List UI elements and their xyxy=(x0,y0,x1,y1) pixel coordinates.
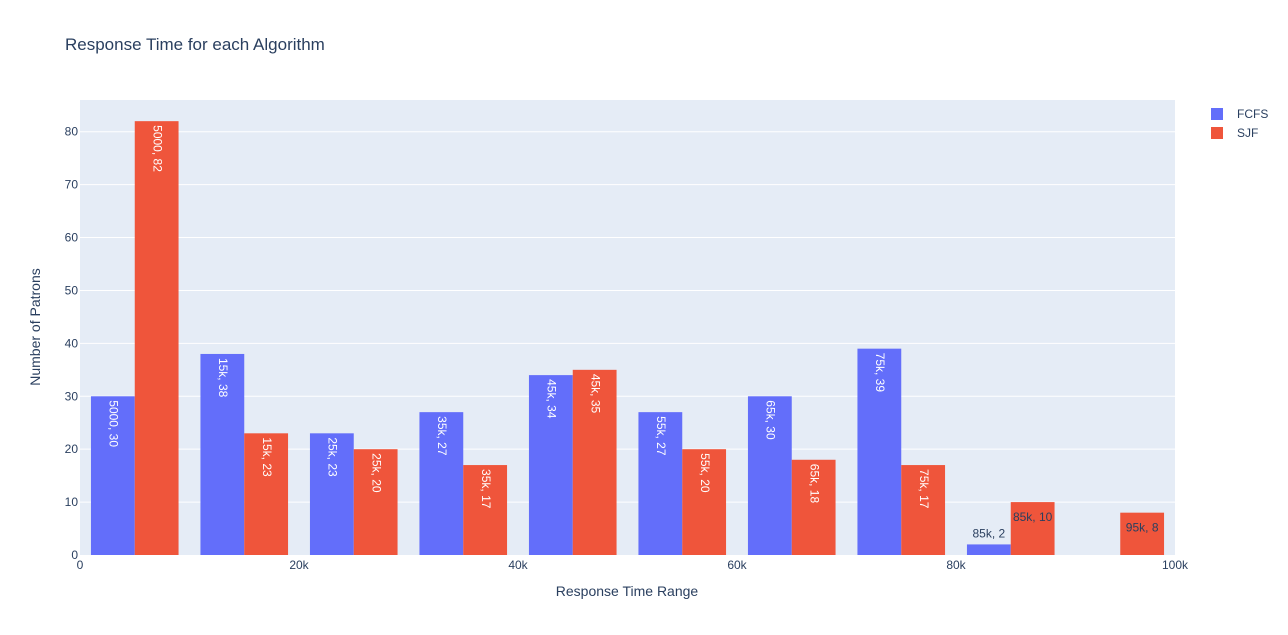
x-axis-title: Response Time Range xyxy=(556,583,699,599)
bar-data-label: 15k, 38 xyxy=(216,358,230,398)
y-tick-label: 40 xyxy=(65,336,79,350)
bar-sjf[interactable] xyxy=(353,449,398,555)
bar-sjf[interactable] xyxy=(463,465,508,555)
bar-data-label: 25k, 23 xyxy=(326,437,340,477)
legend[interactable]: FCFS SJF xyxy=(1211,107,1268,140)
chart-title: Response Time for each Algorithm xyxy=(65,35,325,54)
x-tick-label: 80k xyxy=(946,558,966,572)
bar-data-label: 5000, 82 xyxy=(150,125,164,172)
legend-label-sjf[interactable]: SJF xyxy=(1237,126,1258,140)
bar-sjf[interactable] xyxy=(572,369,617,555)
y-tick-label: 60 xyxy=(65,231,79,245)
bar-fcfs[interactable] xyxy=(419,412,464,555)
bar-data-label: 75k, 17 xyxy=(917,469,931,509)
bar-data-label: 55k, 20 xyxy=(698,453,712,493)
bar-data-label: 85k, 10 xyxy=(1013,510,1053,524)
x-tick-label: 20k xyxy=(289,558,309,572)
legend-label-fcfs[interactable]: FCFS xyxy=(1237,107,1268,121)
bar-fcfs[interactable] xyxy=(309,433,354,555)
y-tick-label: 20 xyxy=(65,442,79,456)
bar-sjf[interactable] xyxy=(791,459,836,555)
bar-data-label: 65k, 18 xyxy=(807,464,821,504)
x-tick-label: 100k xyxy=(1162,558,1189,572)
y-tick-label: 30 xyxy=(65,389,79,403)
legend-swatch-fcfs[interactable] xyxy=(1211,108,1223,120)
bar-data-label: 45k, 35 xyxy=(588,374,602,414)
bar-sjf[interactable] xyxy=(134,121,179,556)
bar-sjf[interactable] xyxy=(1120,512,1165,555)
bar-fcfs[interactable] xyxy=(90,396,135,555)
bar-fcfs[interactable] xyxy=(200,353,245,555)
bar-data-label: 65k, 30 xyxy=(764,400,778,440)
bar-sjf[interactable] xyxy=(244,433,289,555)
bar-sjf[interactable] xyxy=(1010,502,1055,555)
x-tick-label: 40k xyxy=(508,558,528,572)
bar-fcfs[interactable] xyxy=(638,412,683,555)
y-tick-label: 70 xyxy=(65,178,79,192)
bar-data-label: 55k, 27 xyxy=(654,416,668,456)
y-axis-ticks: 0 10 20 30 40 50 60 70 80 xyxy=(65,125,79,562)
bar-data-label: 85k, 2 xyxy=(972,526,1005,540)
y-tick-label: 50 xyxy=(65,283,79,297)
x-axis-ticks: 0 20k 40k 60k 80k 100k xyxy=(77,558,1189,572)
bar-data-label: 35k, 17 xyxy=(479,469,493,509)
bar-sjf[interactable] xyxy=(901,465,946,555)
bars: 5000, 30 5000, 82 15k, 38 15k, 23 25k, 23 25k… xyxy=(90,121,1165,556)
bar-fcfs[interactable] xyxy=(857,348,902,555)
y-tick-label: 10 xyxy=(65,495,79,509)
y-tick-label: 80 xyxy=(65,125,79,139)
bar-data-label: 25k, 20 xyxy=(369,453,383,493)
legend-swatch-sjf[interactable] xyxy=(1211,127,1223,139)
bar-fcfs[interactable] xyxy=(528,375,573,555)
bar-fcfs[interactable] xyxy=(747,396,792,555)
bar-data-label: 95k, 8 xyxy=(1126,521,1159,535)
x-tick-label: 60k xyxy=(727,558,747,572)
x-tick-label: 0 xyxy=(77,558,84,572)
bar-data-label: 15k, 23 xyxy=(260,437,274,477)
bar-data-label: 75k, 39 xyxy=(873,353,887,393)
bar-sjf[interactable] xyxy=(682,449,727,555)
y-tick-label: 0 xyxy=(71,548,78,562)
y-axis-title: Number of Patrons xyxy=(27,268,43,386)
bar-fcfs[interactable] xyxy=(966,544,1011,555)
bar-data-label: 5000, 30 xyxy=(107,400,121,447)
bar-data-label: 35k, 27 xyxy=(435,416,449,456)
bar-data-label: 45k, 34 xyxy=(545,379,559,419)
